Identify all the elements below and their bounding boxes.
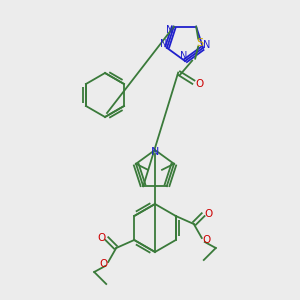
Text: N: N bbox=[180, 51, 188, 61]
Text: N: N bbox=[151, 147, 159, 157]
Text: N: N bbox=[160, 39, 168, 49]
Text: O: O bbox=[99, 259, 107, 269]
Text: O: O bbox=[205, 209, 213, 219]
Text: N: N bbox=[203, 40, 211, 50]
Text: S: S bbox=[196, 38, 204, 48]
Text: O: O bbox=[195, 79, 203, 88]
Text: O: O bbox=[97, 233, 105, 243]
Text: N: N bbox=[166, 25, 173, 34]
Text: O: O bbox=[203, 235, 211, 245]
